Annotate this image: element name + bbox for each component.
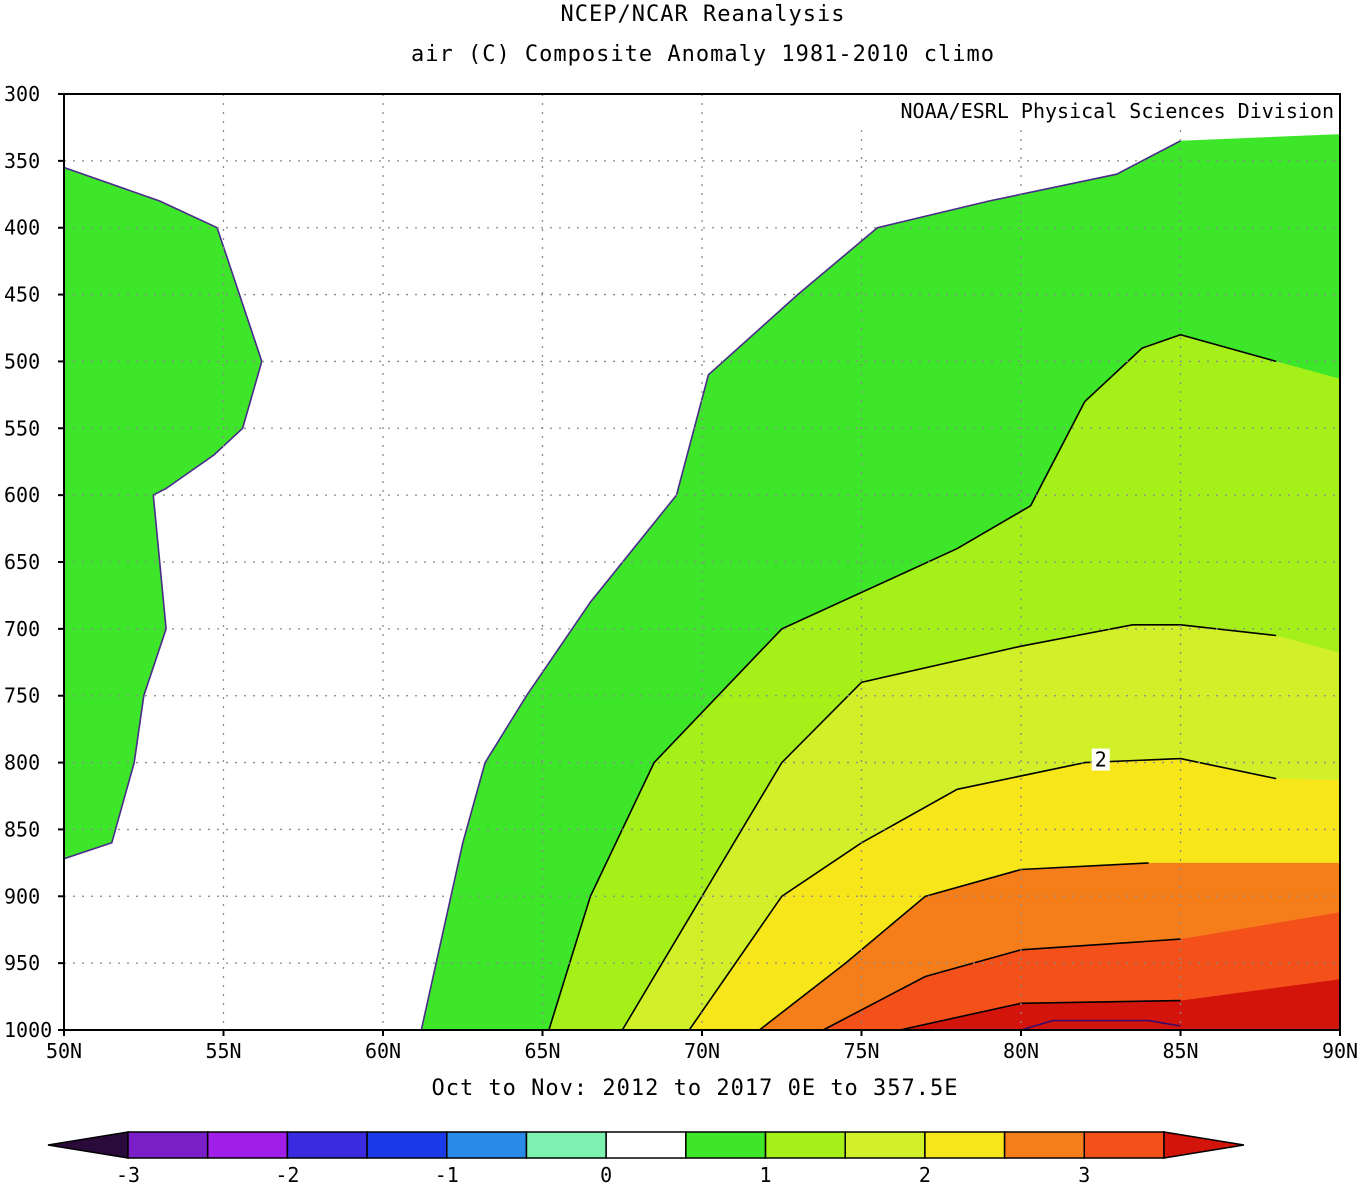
contour-label-bg: [1091, 748, 1110, 771]
colorbar-swatch: [127, 1131, 209, 1159]
colorbar-swatch: [924, 1131, 1006, 1159]
y-tick-label: 750: [4, 684, 40, 708]
contour-fill-red: [899, 979, 1340, 1030]
y-tick-label: 350: [4, 149, 40, 173]
y-tick-label: 400: [4, 216, 40, 240]
x-tick-label: 60N: [365, 1039, 401, 1063]
colorbar-swatch: [446, 1131, 528, 1159]
y-tick-label: 1000: [4, 1018, 52, 1042]
chart-subtitle: air (C) Composite Anomaly 1981-2010 clim…: [410, 42, 996, 67]
colorbar-swatch: [1003, 1131, 1086, 1159]
contour-line-green: [420, 140, 1181, 1031]
colorbar-label: 1: [760, 1163, 772, 1184]
colorbar-swatch: [206, 1131, 289, 1159]
y-tick-label: 450: [4, 283, 40, 307]
contour-line-yellow: [688, 757, 1277, 1031]
x-tick-label: 90N: [1322, 1039, 1358, 1063]
contour-label: 2: [1095, 748, 1107, 772]
colorbar-label: 0: [600, 1163, 612, 1184]
y-tick-label: 650: [4, 550, 40, 574]
colorbar-swatch: [844, 1131, 926, 1159]
colorbar-swatch: [685, 1131, 767, 1159]
x-axis-label: Oct to Nov: 2012 to 2017 0E to 357.5E: [431, 1076, 959, 1101]
y-tick-label: 900: [4, 884, 40, 908]
x-tick-label: 50N: [46, 1039, 82, 1063]
y-tick-label: 850: [4, 817, 40, 841]
y-tick-label: 500: [4, 349, 40, 373]
colorbar-label: -2: [275, 1163, 299, 1184]
contour-fill-west-green: [64, 167, 262, 859]
credit-box: [838, 94, 1340, 128]
credit-text: NOAA/ESRL Physical Sciences Division: [901, 99, 1334, 123]
colorbar-arrow-left: [47, 1131, 129, 1159]
colorbar-label: 3: [1078, 1163, 1090, 1184]
chart-title: NCEP/NCAR Reanalysis: [560, 2, 846, 27]
contour-line-orange: [758, 862, 1149, 1031]
colorbar-swatch: [605, 1131, 687, 1159]
colorbar-swatch: [366, 1131, 448, 1159]
y-tick-label: 800: [4, 751, 40, 775]
colorbar-label: -3: [116, 1163, 140, 1184]
x-tick-label: 85N: [1162, 1039, 1198, 1063]
y-tick-label: 550: [4, 416, 40, 440]
x-tick-label: 65N: [524, 1039, 560, 1063]
colorbar-swatch: [525, 1131, 607, 1159]
contour-line-extra: [1020, 1019, 1181, 1031]
colorbar-arrow-right: [1163, 1131, 1245, 1159]
x-tick-label: 55N: [205, 1039, 241, 1063]
y-tick-label: 700: [4, 617, 40, 641]
x-tick-label: 80N: [1003, 1039, 1039, 1063]
y-tick-label: 300: [4, 82, 40, 106]
colorbar-swatch: [286, 1131, 368, 1159]
colorbar-swatch: [1083, 1131, 1165, 1159]
x-tick-label: 75N: [843, 1039, 879, 1063]
colorbar-swatch: [764, 1131, 846, 1159]
colorbar-label: -1: [435, 1163, 459, 1184]
contour-line-yellowgreen: [621, 623, 1277, 1031]
x-tick-label: 70N: [684, 1039, 720, 1063]
y-tick-label: 600: [4, 483, 40, 507]
colorbar-label: 2: [919, 1163, 931, 1184]
y-tick-label: 950: [4, 951, 40, 975]
